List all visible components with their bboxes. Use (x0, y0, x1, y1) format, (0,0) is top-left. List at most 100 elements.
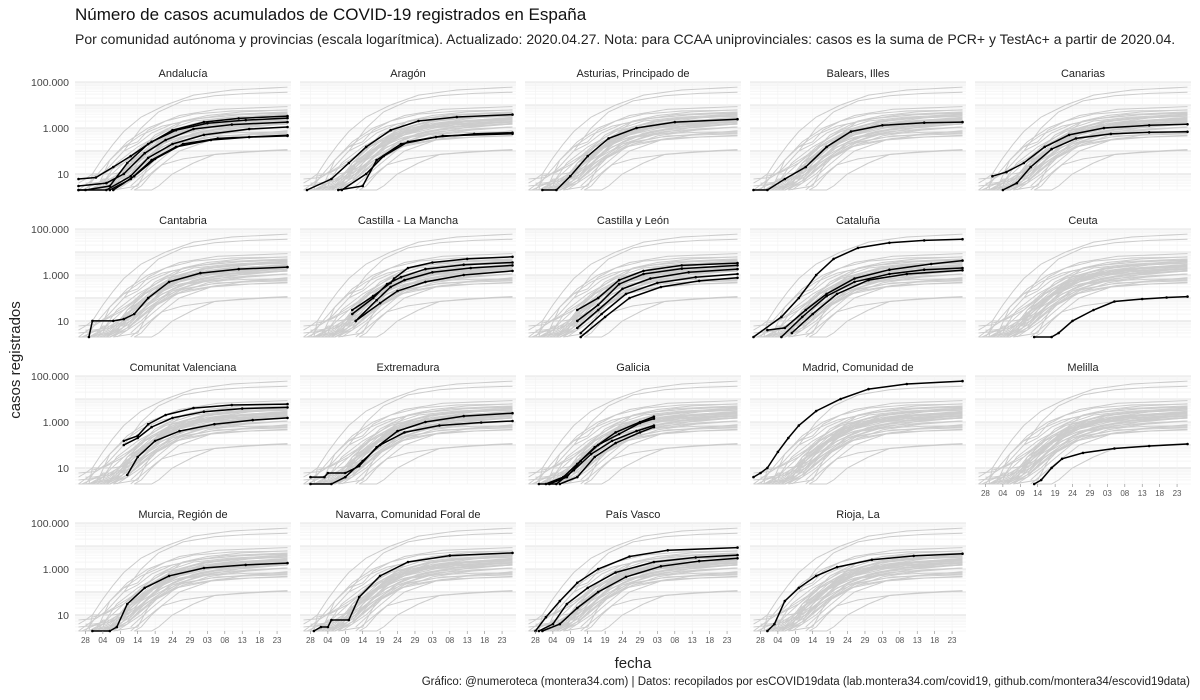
x-tick-label: 19 (826, 636, 835, 645)
data-point (115, 625, 119, 629)
data-point (600, 312, 603, 316)
x-tick-label: 28 (531, 636, 540, 645)
background-series-line (1030, 126, 1188, 187)
background-series-line (134, 296, 288, 338)
data-point (399, 142, 403, 146)
background-series-line (317, 407, 513, 478)
data-point (406, 560, 410, 564)
background-series-line (109, 279, 205, 338)
x-tick-label: 13 (238, 636, 247, 645)
data-point (371, 296, 375, 300)
data-point (888, 272, 891, 276)
background-series-line (130, 424, 288, 485)
series-line (559, 426, 655, 485)
x-tick-label: 08 (670, 636, 679, 645)
data-point (126, 161, 129, 165)
background-series-line (542, 259, 738, 338)
data-point (780, 335, 783, 339)
data-point (922, 268, 926, 272)
data-point (652, 415, 656, 419)
background-series-line (1016, 280, 1188, 338)
data-point (537, 482, 541, 486)
data-point (108, 629, 112, 633)
background-series-line (1030, 273, 1188, 334)
facet-panel: Extremadura (300, 362, 516, 486)
data-point (431, 261, 434, 264)
data-point (1081, 451, 1085, 455)
data-point (202, 133, 206, 137)
background-series-line (130, 420, 288, 481)
data-point (694, 275, 697, 279)
x-tick-label: 19 (601, 636, 610, 645)
data-point (804, 165, 807, 169)
background-series-line (760, 547, 963, 632)
background-series-line (355, 424, 513, 485)
data-point (122, 172, 126, 176)
data-point (656, 281, 659, 285)
background-series-line (78, 91, 288, 191)
facet-panel: Cantabria 10 1.000 100.000 (31, 215, 291, 339)
data-point (752, 335, 755, 339)
x-tick-label: 29 (636, 636, 645, 645)
background-series-line (1009, 279, 1105, 338)
data-point (752, 188, 755, 192)
data-point (797, 424, 801, 427)
background-series-line (784, 426, 880, 485)
background-series-line (583, 296, 738, 338)
data-point (856, 246, 860, 250)
data-point (961, 552, 964, 555)
background-series-line (303, 385, 513, 485)
data-point (396, 289, 399, 293)
data-point (143, 586, 146, 590)
background-series-line (92, 415, 288, 485)
facet-panel: Navarra, Comunidad Foral de 28 04 09 14 19 24 2… (300, 509, 516, 645)
data-point (1071, 319, 1074, 323)
x-tick-label: 04 (98, 636, 107, 645)
background-series-line (92, 259, 288, 338)
data-point (1186, 130, 1189, 134)
background-series-line (317, 415, 513, 485)
background-series-line (355, 571, 513, 632)
background-series-line (1030, 420, 1188, 481)
chart-caption: Gráfico: @numeroteca (montera34.com) | D… (421, 676, 1190, 688)
background-series-line (791, 280, 963, 338)
data-point (431, 271, 434, 274)
background-series-line (999, 124, 1105, 191)
data-point (424, 280, 427, 284)
data-point (469, 266, 473, 270)
data-point (673, 120, 677, 124)
facet-label: Rioja, La (836, 509, 880, 521)
facet-label: Andalucía (159, 68, 209, 80)
background-series-line (317, 557, 513, 632)
data-point (638, 421, 642, 425)
data-point (465, 257, 469, 261)
data-point (638, 431, 642, 434)
data-point (309, 482, 312, 486)
data-point (326, 471, 330, 475)
background-series-line (1009, 426, 1105, 485)
data-point (565, 602, 569, 606)
data-point (617, 282, 621, 286)
background-series-line (584, 149, 738, 191)
background-series-line (760, 106, 963, 191)
facet-panel: Balears, Illes (750, 68, 966, 192)
y-tick-label: 100.000 (31, 518, 69, 530)
facet-panel: Castilla y León (525, 215, 741, 339)
background-series-line (999, 418, 1105, 485)
data-point (680, 267, 684, 270)
data-point (77, 184, 80, 188)
background-series-line (358, 296, 513, 338)
x-tick-label: 19 (151, 636, 160, 645)
data-point (164, 413, 167, 417)
data-point (558, 599, 562, 603)
data-point (687, 271, 690, 274)
data-point (825, 294, 828, 298)
data-point (1186, 123, 1189, 126)
background-series-line (535, 400, 738, 485)
facet-panel: Castilla - La Mancha (300, 215, 516, 338)
data-point (617, 278, 621, 282)
data-point (607, 137, 610, 140)
y-tick-label: 1.000 (43, 123, 69, 135)
data-point (586, 154, 589, 158)
